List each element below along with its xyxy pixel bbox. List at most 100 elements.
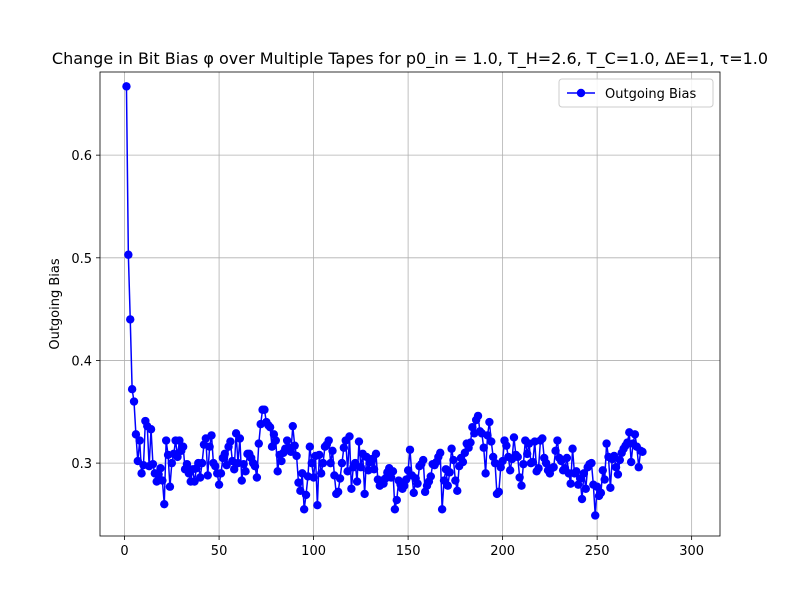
- data-point: [207, 431, 216, 440]
- data-point: [160, 499, 169, 509]
- data-point: [173, 452, 182, 462]
- legend-marker: [576, 88, 586, 98]
- data-point: [479, 443, 488, 452]
- legend: Outgoing Bias: [558, 78, 714, 108]
- data-point: [615, 455, 625, 465]
- data-point: [271, 436, 280, 445]
- data-point: [443, 481, 452, 490]
- data-point: [611, 463, 621, 472]
- data-point: [626, 457, 636, 467]
- data-point: [451, 476, 460, 485]
- data-point: [369, 465, 379, 474]
- data-point: [315, 450, 324, 460]
- data-point: [290, 441, 299, 450]
- data-point: [568, 444, 577, 453]
- data-point: [292, 451, 301, 461]
- data-point: [466, 438, 475, 447]
- series-layer: [122, 82, 647, 520]
- data-point: [203, 471, 212, 480]
- data-point: [345, 432, 354, 441]
- y-axis-label: Outgoing Bias: [48, 258, 63, 350]
- y-tick-label: 0.3: [71, 457, 92, 472]
- data-point: [326, 458, 335, 468]
- data-point: [214, 480, 224, 489]
- data-point: [175, 436, 184, 445]
- data-point: [205, 442, 214, 451]
- data-point: [126, 315, 135, 324]
- data-point: [390, 505, 400, 514]
- x-tick-label: 250: [585, 544, 610, 559]
- y-tick-label: 0.6: [71, 149, 92, 164]
- data-point: [250, 461, 260, 471]
- data-point: [523, 449, 532, 459]
- legend-box: [558, 78, 714, 108]
- data-point: [409, 488, 418, 498]
- data-point: [347, 484, 356, 493]
- x-tick-label: 0: [120, 544, 128, 559]
- data-point: [127, 385, 137, 394]
- data-point: [581, 484, 590, 493]
- data-point: [197, 458, 207, 468]
- data-point: [566, 479, 575, 488]
- data-point: [577, 494, 587, 504]
- data-point: [165, 482, 175, 491]
- data-point: [579, 469, 589, 478]
- data-point: [553, 436, 562, 445]
- data-point: [299, 505, 309, 514]
- data-point: [135, 436, 144, 445]
- data-point: [239, 459, 248, 469]
- data-point: [630, 430, 640, 439]
- data-point: [337, 458, 347, 468]
- data-point: [182, 459, 192, 469]
- x-tick-label: 100: [301, 544, 326, 559]
- data-point: [352, 477, 362, 486]
- data-point: [333, 487, 343, 497]
- data-point: [148, 459, 158, 469]
- data-point: [613, 470, 623, 479]
- data-point: [318, 458, 328, 468]
- data-point: [167, 458, 177, 468]
- data-point: [562, 453, 572, 463]
- data-point: [473, 411, 483, 421]
- data-point: [634, 463, 643, 472]
- data-point: [485, 417, 494, 427]
- data-point: [517, 481, 526, 490]
- x-tick-label: 50: [211, 544, 228, 559]
- data-point: [587, 458, 596, 468]
- data-point: [598, 466, 607, 475]
- data-point: [178, 442, 188, 451]
- x-tick-label: 150: [396, 544, 421, 559]
- data-point: [124, 250, 133, 259]
- data-point: [638, 447, 647, 457]
- data-point: [453, 486, 462, 496]
- legend-label: Outgoing Bias: [605, 87, 697, 102]
- data-point: [307, 458, 316, 468]
- data-point: [549, 463, 558, 472]
- data-point: [538, 434, 547, 443]
- data-point: [146, 425, 156, 434]
- data-point: [494, 487, 504, 497]
- data-point: [131, 430, 141, 439]
- data-point: [158, 476, 167, 485]
- data-point: [226, 437, 235, 446]
- data-point: [541, 458, 551, 468]
- data-point: [392, 495, 401, 505]
- data-point: [313, 501, 322, 510]
- data-point: [483, 431, 492, 440]
- data-point: [551, 446, 560, 455]
- data-point: [437, 505, 447, 514]
- data-point: [458, 457, 468, 467]
- data-point: [267, 442, 277, 451]
- data-point: [528, 457, 538, 467]
- data-point: [487, 437, 496, 446]
- x-tick-label: 300: [679, 544, 704, 559]
- data-point: [606, 483, 615, 492]
- data-point: [591, 511, 600, 520]
- data-point: [237, 476, 246, 485]
- data-point: [445, 468, 454, 477]
- data-point: [339, 443, 349, 452]
- data-point: [216, 469, 226, 478]
- data-point: [220, 449, 229, 459]
- axes: [99, 71, 721, 537]
